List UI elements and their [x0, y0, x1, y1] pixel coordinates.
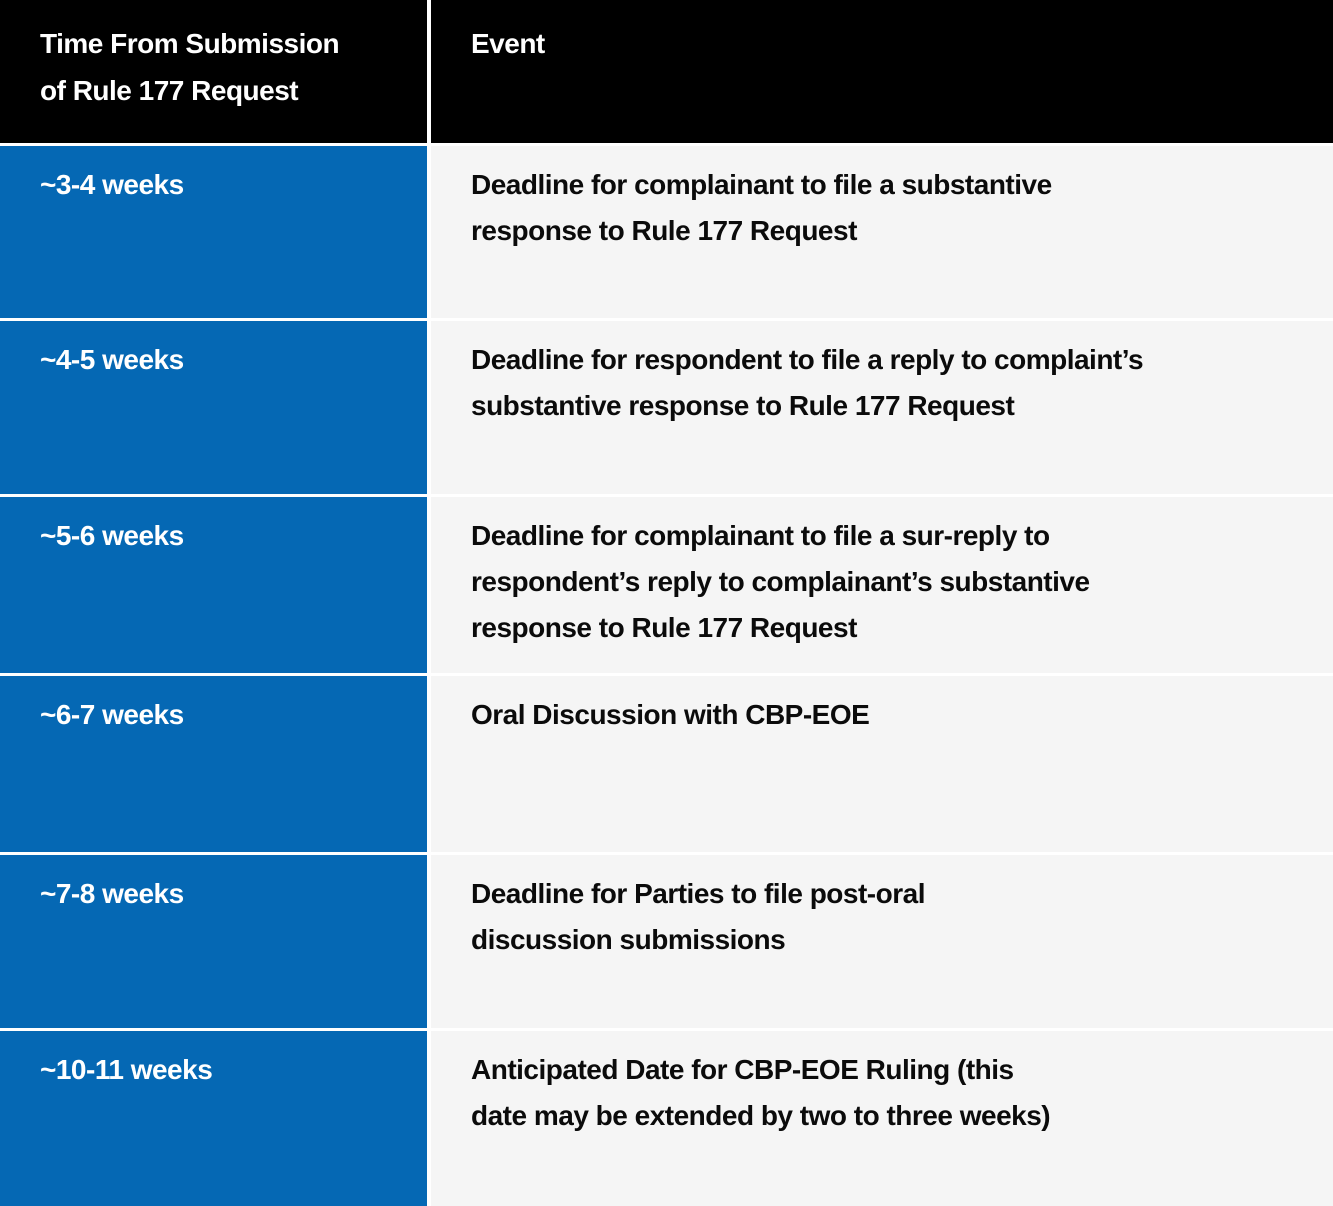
event-line: response to Rule 177 Request: [471, 612, 857, 643]
header-cell-event: Event: [431, 0, 1333, 143]
table-row: ~5-6 weeks Deadline for complainant to f…: [0, 497, 1333, 673]
event-line: Deadline for complainant to file a sur-r…: [471, 520, 1050, 551]
event-line: Deadline for respondent to file a reply …: [471, 344, 1144, 375]
header-event-label: Event: [471, 28, 545, 59]
event-line: Anticipated Date for CBP-EOE Ruling (thi…: [471, 1054, 1014, 1085]
event-line: respondent’s reply to complainant’s subs…: [471, 566, 1090, 597]
event-line: discussion submissions: [471, 924, 786, 955]
event-cell: Deadline for complainant to file a subst…: [431, 146, 1333, 318]
header-time-line: of Rule 177 Request: [40, 75, 299, 106]
event-line: Oral Discussion with CBP-EOE: [471, 699, 870, 730]
time-label: ~10-11 weeks: [40, 1054, 213, 1085]
time-cell: ~3-4 weeks: [0, 146, 427, 318]
event-line: Deadline for Parties to file post-oral: [471, 878, 925, 909]
time-label: ~5-6 weeks: [40, 520, 184, 551]
header-time-line: Time From Submission: [40, 28, 340, 59]
table-row: ~3-4 weeks Deadline for complainant to f…: [0, 146, 1333, 318]
time-label: ~4-5 weeks: [40, 344, 184, 375]
time-cell: ~10-11 weeks: [0, 1031, 427, 1206]
event-cell: Oral Discussion with CBP-EOE: [431, 676, 1333, 852]
event-line: Deadline for complainant to file a subst…: [471, 169, 1052, 200]
table-row: ~10-11 weeks Anticipated Date for CBP-EO…: [0, 1031, 1333, 1206]
event-line: substantive response to Rule 177 Request: [471, 390, 1015, 421]
time-label: ~7-8 weeks: [40, 878, 184, 909]
table-header-row: Time From Submission of Rule 177 Request…: [0, 0, 1333, 143]
event-cell: Deadline for complainant to file a sur-r…: [431, 497, 1333, 673]
header-cell-time: Time From Submission of Rule 177 Request: [0, 0, 427, 143]
event-cell: Anticipated Date for CBP-EOE Ruling (thi…: [431, 1031, 1333, 1206]
event-line: response to Rule 177 Request: [471, 215, 857, 246]
table-row: ~7-8 weeks Deadline for Parties to file …: [0, 855, 1333, 1028]
time-label: ~6-7 weeks: [40, 699, 184, 730]
time-cell: ~7-8 weeks: [0, 855, 427, 1028]
event-cell: Deadline for respondent to file a reply …: [431, 321, 1333, 494]
time-cell: ~6-7 weeks: [0, 676, 427, 852]
time-cell: ~4-5 weeks: [0, 321, 427, 494]
time-label: ~3-4 weeks: [40, 169, 184, 200]
time-cell: ~5-6 weeks: [0, 497, 427, 673]
table-row: ~6-7 weeks Oral Discussion with CBP-EOE: [0, 676, 1333, 852]
table-row: ~4-5 weeks Deadline for respondent to fi…: [0, 321, 1333, 494]
event-line: date may be extended by two to three wee…: [471, 1100, 1051, 1131]
event-cell: Deadline for Parties to file post-oral d…: [431, 855, 1333, 1028]
